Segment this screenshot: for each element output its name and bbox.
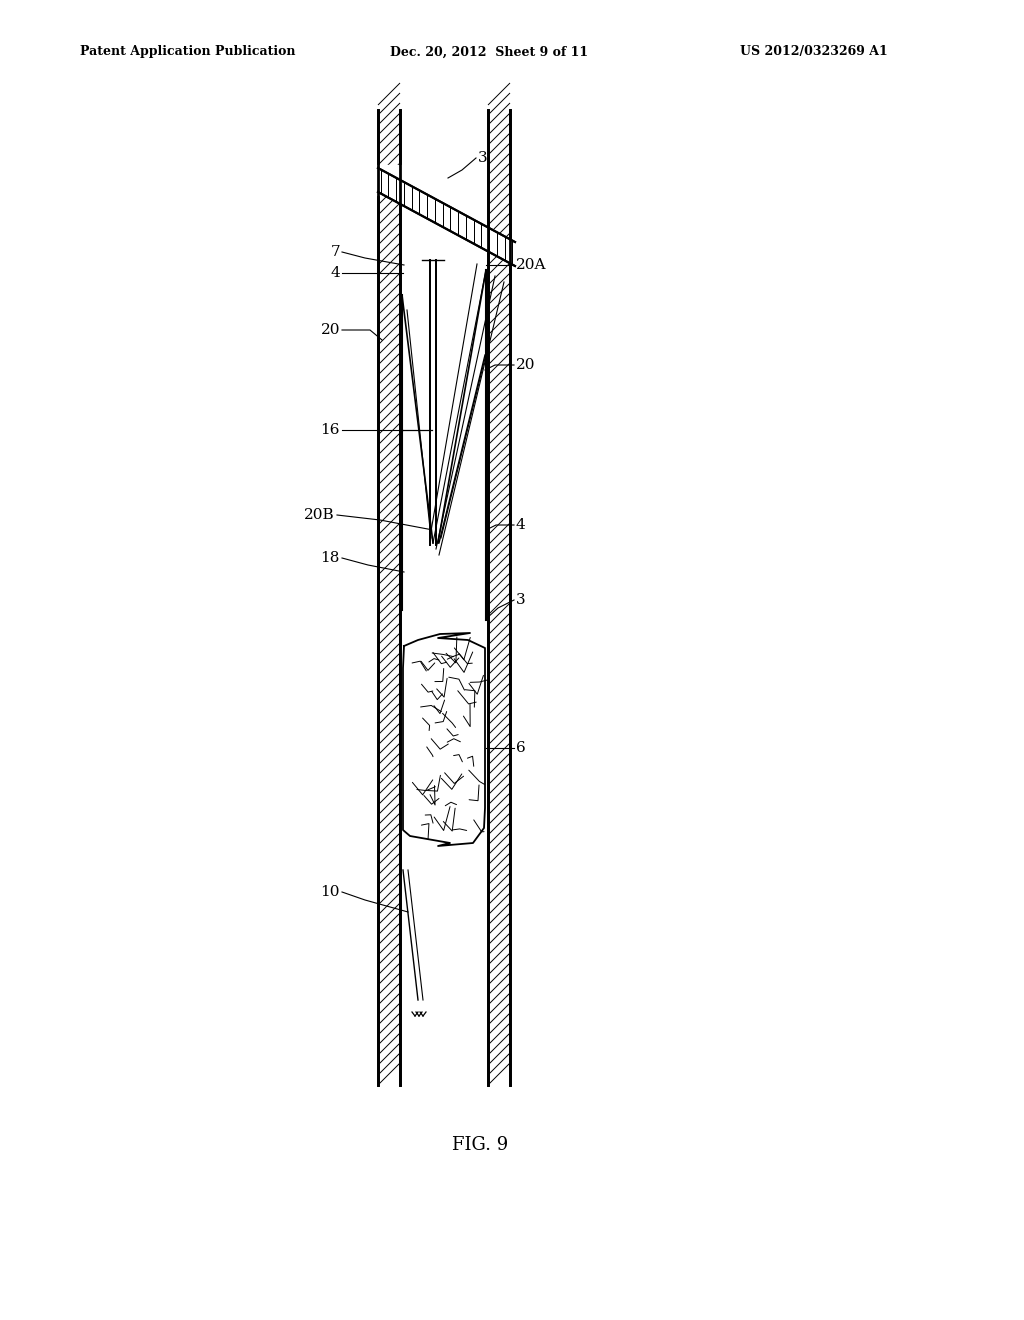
Polygon shape — [430, 260, 436, 545]
Text: US 2012/0323269 A1: US 2012/0323269 A1 — [740, 45, 888, 58]
Text: 20: 20 — [516, 358, 536, 372]
Text: Patent Application Publication: Patent Application Publication — [80, 45, 296, 58]
Text: 20B: 20B — [304, 508, 335, 521]
Text: Dec. 20, 2012  Sheet 9 of 11: Dec. 20, 2012 Sheet 9 of 11 — [390, 45, 588, 58]
Text: 3: 3 — [478, 150, 487, 165]
Text: 7: 7 — [331, 246, 340, 259]
Text: 10: 10 — [321, 884, 340, 899]
Text: 6: 6 — [516, 741, 525, 755]
Text: 4: 4 — [516, 517, 525, 532]
Polygon shape — [377, 166, 401, 194]
Text: 20: 20 — [321, 323, 340, 337]
Text: 18: 18 — [321, 550, 340, 565]
Polygon shape — [378, 168, 515, 267]
Text: 20A: 20A — [516, 257, 547, 272]
Text: 4: 4 — [331, 267, 340, 280]
Text: FIG. 9: FIG. 9 — [452, 1137, 508, 1154]
Polygon shape — [377, 165, 401, 195]
Polygon shape — [403, 634, 485, 846]
Text: 3: 3 — [516, 593, 525, 607]
Text: 16: 16 — [321, 422, 340, 437]
